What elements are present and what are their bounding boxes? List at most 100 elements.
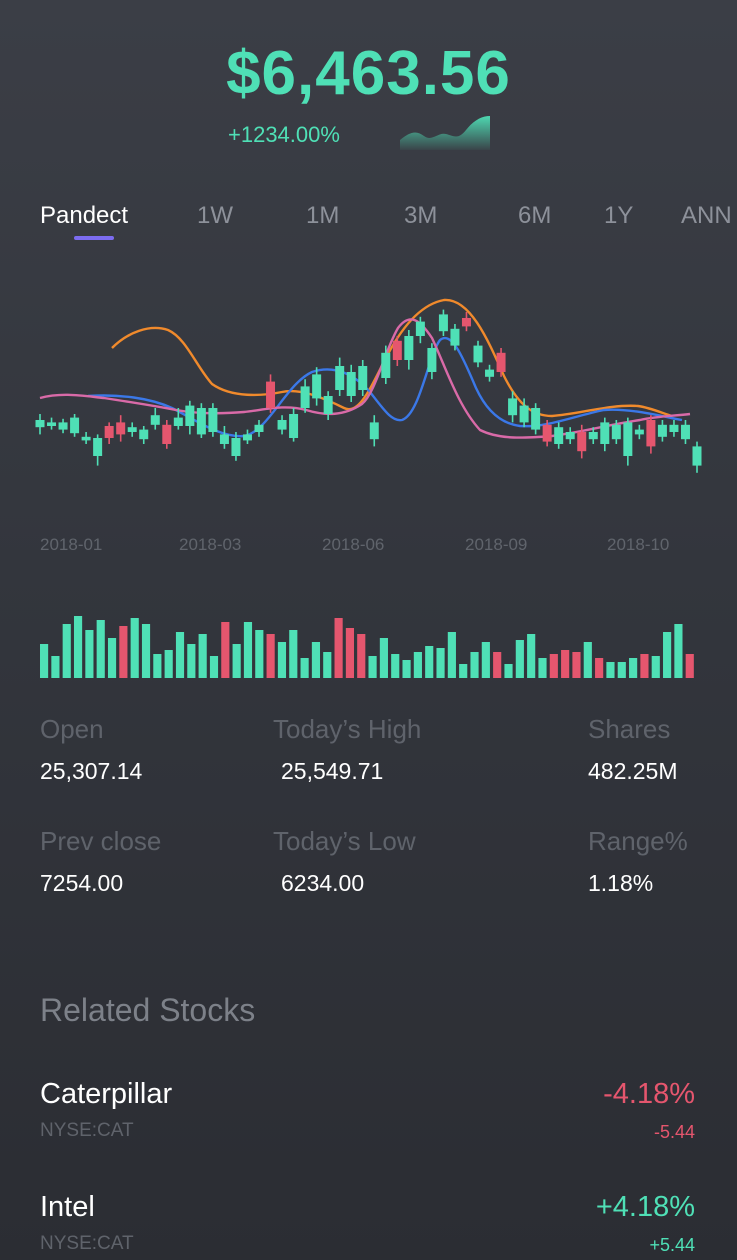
candle (335, 357, 345, 396)
volume-bar (221, 622, 230, 678)
candle (381, 345, 391, 384)
x-tick-label: 2018-01 (40, 535, 103, 554)
candle (577, 424, 587, 459)
tab-1w[interactable]: 1W (197, 202, 233, 229)
candle-body (565, 432, 575, 440)
tab-1y[interactable]: 1Y (604, 202, 634, 229)
volume-bar (119, 626, 128, 678)
candle (369, 415, 379, 447)
volume-bar (368, 656, 377, 678)
candle-body (450, 328, 460, 346)
sparkline-area-icon (400, 116, 490, 150)
period-tabs: Pandect 1W 1M 3M 6M 1Y ANN (0, 200, 737, 250)
volume-bar (470, 652, 479, 678)
today-low-value: 6234.00 (281, 870, 365, 896)
candle-body (162, 424, 172, 444)
candle (646, 415, 656, 454)
candle-body (473, 345, 483, 363)
candle-body (173, 417, 183, 426)
candle (542, 420, 552, 447)
candle-body (139, 429, 149, 440)
volume-bar (595, 658, 604, 678)
candle (208, 403, 218, 437)
candle (323, 391, 333, 420)
tab-pandect[interactable]: Pandect (40, 202, 129, 229)
volume-bar (447, 632, 456, 678)
volume-bar (62, 624, 71, 678)
candle-body (369, 422, 379, 440)
candle-body (392, 340, 402, 360)
candle (150, 408, 160, 430)
candle-body (335, 366, 345, 390)
related-stock-caterpillar[interactable]: Caterpillar NYSE:CAT -4.18% -5.44 (0, 1078, 737, 1148)
candle-body (312, 374, 322, 399)
volume-bar (640, 654, 649, 678)
volume-bar (141, 624, 151, 678)
candle (346, 364, 356, 402)
volume-bar (51, 656, 60, 678)
candlestick-chart[interactable] (0, 280, 737, 680)
prev-close-label: Prev close (40, 826, 162, 856)
candle-body (196, 408, 206, 435)
volume-bar (277, 642, 287, 678)
candle (473, 340, 483, 368)
today-high-label: Today’s High (273, 714, 422, 744)
volume-bar (266, 634, 275, 678)
candle (565, 427, 575, 444)
candle (450, 324, 460, 351)
candle (519, 398, 529, 428)
candle-body (404, 336, 414, 360)
candle (312, 367, 322, 406)
volume-bar (481, 642, 490, 678)
candle-body (150, 415, 160, 425)
candle-body (542, 424, 552, 442)
candle-body (116, 422, 126, 435)
x-tick-label: 2018-06 (322, 535, 385, 554)
candle-body (58, 422, 68, 430)
volume-bar (175, 632, 185, 678)
volume-bar (606, 662, 615, 678)
today-high-value: 25,549.71 (281, 758, 384, 784)
candle (427, 343, 437, 380)
related-stocks-title: Related Stocks (40, 992, 256, 1028)
candle-body (427, 348, 437, 372)
candle-body (219, 434, 229, 444)
volume-bar (572, 652, 581, 678)
volume-bar (583, 642, 592, 678)
candle (93, 434, 103, 466)
candle (162, 420, 172, 449)
shares-value: 482.25M (588, 758, 678, 784)
candle (242, 429, 252, 444)
tab-ann[interactable]: ANN (681, 202, 732, 229)
candles-group (35, 309, 702, 473)
related-stock-intel[interactable]: Intel NYSE:CAT +4.18% +5.44 (0, 1191, 737, 1260)
volume-bar (651, 656, 660, 678)
candle (116, 415, 126, 442)
tab-3m[interactable]: 3M (404, 202, 438, 229)
tab-6m[interactable]: 6M (518, 202, 552, 229)
candle-body (208, 408, 218, 432)
candle-body (519, 405, 529, 423)
volume-bar (334, 618, 343, 678)
volume-bar (232, 644, 241, 678)
stock-change-percent: -4.18% (603, 1078, 695, 1110)
active-tab-indicator (74, 236, 114, 240)
volume-bar (198, 634, 207, 678)
x-tick-label: 2018-09 (465, 535, 528, 554)
ma-line-blue (87, 336, 683, 438)
candle-body (531, 408, 541, 430)
candle (485, 364, 495, 382)
candle-body (93, 438, 103, 456)
candle (254, 420, 264, 437)
tab-1m[interactable]: 1M (306, 202, 340, 229)
candle-body (289, 414, 299, 438)
x-tick-label: 2018-10 (607, 535, 670, 554)
volume-bar (527, 634, 536, 678)
volume-bar (153, 654, 162, 678)
range-label: Range% (588, 826, 688, 856)
stock-change-percent: +4.18% (595, 1191, 695, 1223)
candle (196, 403, 206, 438)
price-header: $6,463.56 +1234.00% (0, 0, 737, 170)
volume-bar (549, 654, 558, 678)
candle (404, 330, 414, 370)
